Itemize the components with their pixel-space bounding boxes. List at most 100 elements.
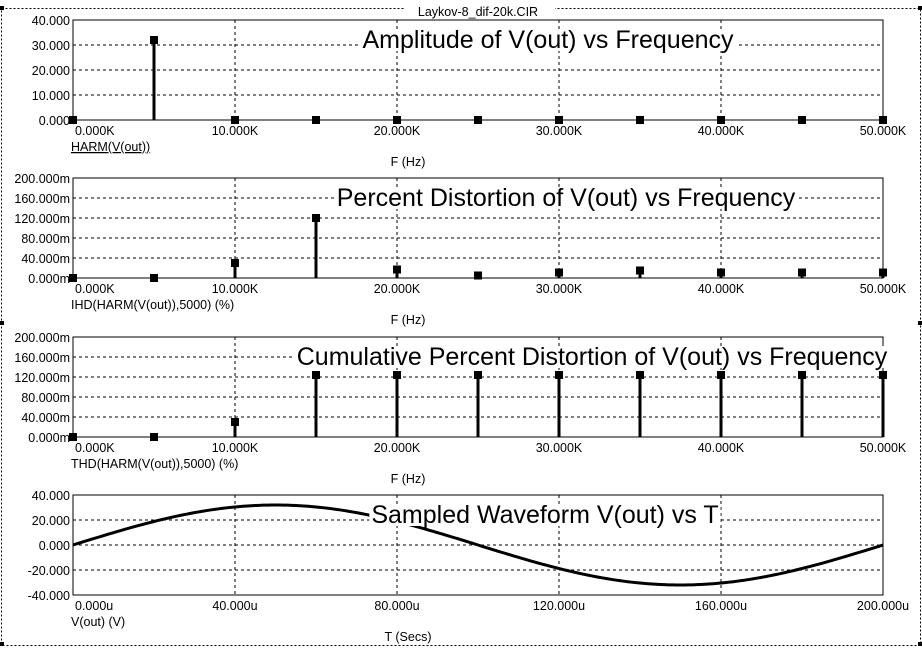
harmonic-marker <box>312 214 320 222</box>
harmonic-marker <box>150 36 158 44</box>
harmonic-marker <box>150 433 158 441</box>
plot-title-backing <box>360 29 736 51</box>
y-tick-label: 0.000 <box>39 114 70 128</box>
harmonic-marker <box>636 116 644 124</box>
plot-title: Sampled Waveform V(out) vs T <box>371 501 718 529</box>
x-tick-label: 30.000K <box>536 441 583 455</box>
plot-title: Cumulative Percent Distortion of V(out) … <box>297 343 888 371</box>
x-tick-label: 10.000K <box>212 124 259 138</box>
y-tick-label: 40.000m <box>21 411 70 425</box>
harmonic-marker <box>636 266 644 275</box>
y-tick-label: 160.000m <box>14 351 70 365</box>
y-tick-label: 20.000 <box>32 514 70 528</box>
y-tick-label: 40.000 <box>32 14 70 28</box>
y-tick-label: 30.000 <box>32 39 70 53</box>
window-border <box>1 8 921 646</box>
harmonic-marker <box>717 116 725 124</box>
resize-handle[interactable] <box>0 6 4 10</box>
x-tick-label: 20.000K <box>374 124 421 138</box>
x-tick-label: 0.000K <box>75 282 115 296</box>
y-tick-label: -20.000 <box>28 564 70 578</box>
x-tick-label: 0.000K <box>75 441 115 455</box>
resize-handle[interactable] <box>918 321 922 325</box>
harmonic-marker <box>879 268 887 277</box>
x-tick-label: 0.000u <box>75 599 113 613</box>
window-title: Laykov-8_dif-20k.CIR <box>418 5 538 19</box>
x-tick-label: 120.000u <box>533 599 585 613</box>
y-axis-label: HARM(V(out)) <box>71 140 150 154</box>
harmonic-marker <box>555 116 563 124</box>
harmonic-marker <box>798 371 806 379</box>
x-tick-label: 50.000K <box>860 124 907 138</box>
harmonic-marker <box>555 268 563 277</box>
harmonic-marker <box>717 371 725 379</box>
harmonic-marker <box>69 116 77 124</box>
harmonic-marker <box>879 116 887 124</box>
plot-panel-3: 0.000m 40.000m 80.000m 120.000m 160.000m 200.… <box>14 331 907 486</box>
y-tick-label: 20.000 <box>32 64 70 78</box>
waveform-line <box>72 503 884 587</box>
harmonic-marker <box>474 371 482 379</box>
y-tick-label: 160.000m <box>14 192 70 206</box>
y-tick-label: 10.000 <box>32 89 70 103</box>
y-tick-label: 80.000m <box>21 391 70 405</box>
plot-panel-1: 0.000 10.000 20.000 30.000 40.000 0.000K 10.00… <box>32 14 907 169</box>
resize-handle[interactable] <box>0 321 4 325</box>
x-tick-label: 10.000K <box>212 282 259 296</box>
harmonic-marker <box>231 116 239 124</box>
y-tick-label: 200.000m <box>14 331 70 345</box>
y-axis-label: V(out) (V) <box>71 615 125 629</box>
x-tick-label: 30.000K <box>536 282 583 296</box>
harmonic-marker <box>69 433 77 441</box>
harmonic-marker <box>555 371 563 379</box>
y-tick-label: -40.000 <box>28 589 70 603</box>
harmonic-marker <box>231 418 239 426</box>
harmonic-marker <box>312 116 320 124</box>
harmonic-marker <box>717 268 725 277</box>
x-tick-label: 40.000K <box>698 124 745 138</box>
x-axis-label: F (Hz) <box>391 155 426 169</box>
x-tick-label: 200.000u <box>857 599 909 613</box>
x-tick-label: 160.000u <box>695 599 747 613</box>
x-tick-label: 40.000u <box>212 599 257 613</box>
y-tick-label: 0.000m <box>28 431 70 445</box>
x-tick-label: 20.000K <box>374 282 421 296</box>
resize-handle[interactable] <box>0 642 4 646</box>
y-tick-label: 120.000m <box>14 371 70 385</box>
resize-handle[interactable] <box>918 6 922 10</box>
x-tick-label: 20.000K <box>374 441 421 455</box>
y-axis-label: THD(HARM(V(out)),5000) (%) <box>71 457 238 471</box>
y-axis-label: IHD(HARM(V(out)),5000) (%) <box>71 298 234 312</box>
y-tick-label: 0.000m <box>28 272 70 286</box>
plot-panel-2: 0.000m 40.000m 80.000m 120.000m 160.000m 200.… <box>14 172 907 327</box>
y-tick-label: 40.000m <box>21 252 70 266</box>
harmonic-marker <box>231 259 239 267</box>
x-tick-label: 40.000K <box>698 282 745 296</box>
x-tick-label: 50.000K <box>860 441 907 455</box>
y-tick-label: 80.000m <box>21 232 70 246</box>
harmonic-marker <box>474 116 482 124</box>
y-tick-label: 200.000m <box>14 172 70 186</box>
plot-title-backing <box>334 187 798 209</box>
harmonic-marker <box>879 371 887 379</box>
x-axis-label: T (Secs) <box>385 630 432 644</box>
x-tick-label: 40.000K <box>698 441 745 455</box>
plot-title: Percent Distortion of V(out) vs Frequenc… <box>337 184 796 212</box>
x-tick-label: 30.000K <box>536 124 583 138</box>
harmonic-marker <box>150 274 158 282</box>
plot-title-backing <box>294 346 890 368</box>
harmonic-marker <box>393 116 401 124</box>
harmonic-marker <box>69 274 77 282</box>
harmonic-marker <box>474 271 482 280</box>
harmonic-marker <box>393 265 401 274</box>
x-tick-label: 10.000K <box>212 441 259 455</box>
y-tick-label: 0.000 <box>39 539 70 553</box>
plot-title-backing <box>369 504 721 526</box>
x-axis-label: F (Hz) <box>391 472 426 486</box>
resize-handle[interactable] <box>918 642 922 646</box>
x-tick-label: 50.000K <box>860 282 907 296</box>
y-tick-label: 120.000m <box>14 212 70 226</box>
plot-title: Amplitude of V(out) vs Frequency <box>363 26 734 54</box>
harmonic-marker <box>312 371 320 379</box>
